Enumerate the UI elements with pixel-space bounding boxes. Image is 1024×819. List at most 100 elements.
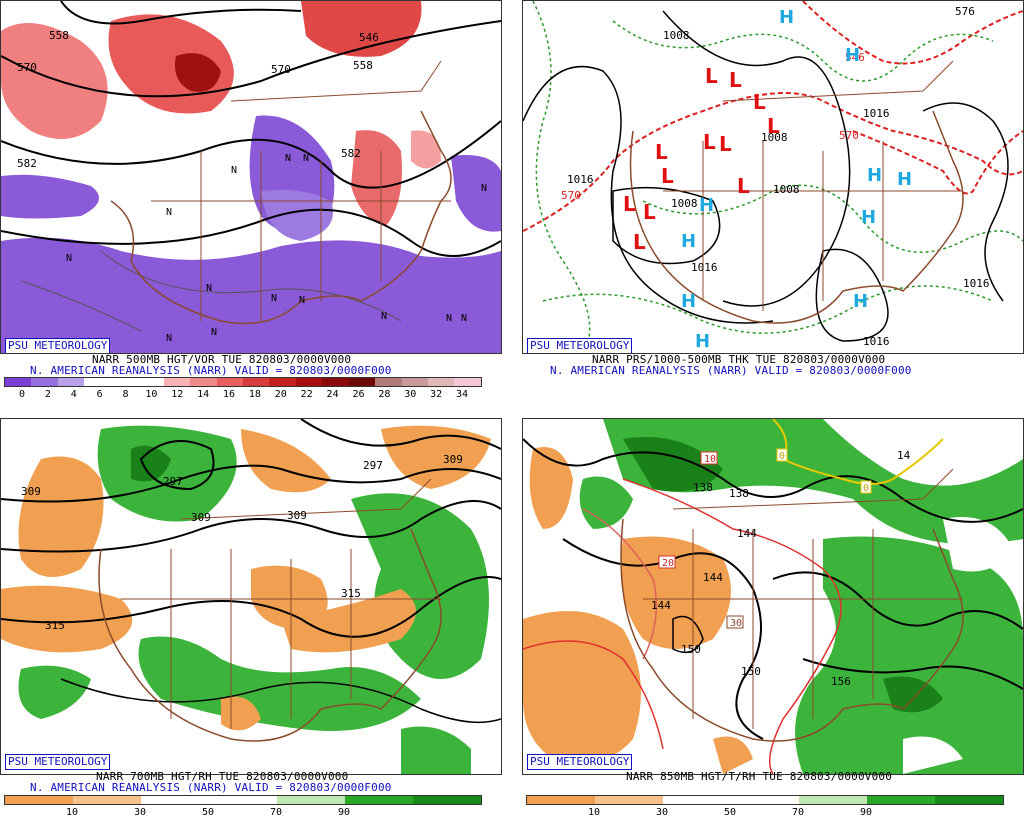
state-borders: [121, 549, 441, 729]
isobar-label: 1008: [761, 131, 788, 144]
height-contour: [562, 538, 764, 740]
map-700mb: 309 297 297 309 309 309 315 315: [1, 419, 501, 774]
colorbar-swatch: [935, 796, 1003, 804]
isobar-label: 1016: [691, 261, 718, 274]
coastline: [629, 110, 964, 324]
vort-negative-region: [1, 174, 99, 219]
isobar: [662, 10, 851, 307]
rh-gap: [903, 736, 963, 774]
low-symbol: L: [703, 130, 716, 154]
height-contour: [672, 615, 704, 654]
colorbar-tick-label: 70: [791, 807, 805, 818]
contour-label: 297: [363, 459, 383, 472]
contour-label: 558: [353, 59, 373, 72]
vort-min-symbol: N: [206, 283, 212, 294]
colorbar-swatch: [31, 378, 58, 386]
thickness-label: 546: [845, 51, 865, 64]
panel-pressure-thickness: 1008 1016 1008 1008 1008 1016 1016 1016 …: [522, 0, 1024, 402]
colorbar-swatch: [242, 378, 270, 386]
contour-label: 144: [651, 599, 671, 612]
vort-positive-region: [1, 23, 108, 139]
colorbar-tick-label: 22: [300, 389, 313, 400]
height-contour: [772, 571, 1023, 630]
colorbar-tick-label: 26: [352, 389, 365, 400]
temp-label-box: [776, 448, 788, 462]
thickness-contour-green: [532, 1, 591, 353]
rh-dry-region: [18, 456, 104, 577]
panel-700mb-hgt-rh: 309 297 297 309 309 309 315 315 PSU METE…: [0, 418, 502, 819]
contour-label: 582: [17, 157, 37, 170]
rh-dry-region: [241, 429, 331, 493]
contour-label: 315: [341, 587, 361, 600]
height-contour: [802, 658, 1023, 690]
colorbar-tick-label: 18: [248, 389, 261, 400]
colorbar-swatch: [209, 796, 277, 804]
temperature-contour: [582, 508, 658, 660]
contour-label: 582: [341, 147, 361, 160]
panel-valid-line: N. AMERICAN REANALYSIS (NARR) VALID = 82…: [30, 781, 392, 794]
colorbar-swatch: [375, 378, 402, 386]
colorbar-swatch: [163, 378, 191, 386]
rh-saturated-region: [131, 445, 171, 482]
low-symbol: L: [767, 114, 780, 138]
colorbar-swatch: [295, 378, 323, 386]
low-symbol: L: [643, 200, 656, 224]
panel-title-line: NARR PRS/1000-500MB THK TUE 820803/0000V…: [592, 353, 886, 366]
psu-meteorology-label: PSU METEOROLOGY: [5, 754, 111, 770]
vort-min-symbol: N: [211, 327, 217, 338]
temperature-contour: [622, 478, 842, 774]
thickness-contour-green: [542, 285, 994, 334]
colorbar-swatch: [190, 378, 217, 386]
colorbar-swatch: [428, 378, 455, 386]
colorbar-tick-label: 10: [65, 807, 79, 818]
low-symbol: L: [729, 68, 742, 92]
vort-min-symbol: N: [285, 153, 291, 164]
contour-label: 150: [681, 643, 701, 656]
rh-dry-region: [281, 589, 416, 653]
colorbar-tick-label: 50: [201, 807, 215, 818]
height-contour: [139, 440, 215, 491]
contour-label: 315: [45, 619, 65, 632]
vort-positive-region: [351, 130, 402, 226]
colorbar-swatch: [454, 378, 481, 386]
low-symbol: L: [623, 192, 636, 216]
contour-label: 309: [21, 485, 41, 498]
colorbar-tick-label: 34: [455, 389, 469, 400]
high-symbol: H: [695, 331, 710, 352]
height-contour: [1, 120, 501, 189]
contour-label: 14: [897, 449, 911, 462]
temp-label-box: [726, 615, 744, 629]
high-symbol: H: [867, 165, 882, 186]
contour-label: 144: [703, 571, 723, 584]
colorbar-swatch: [345, 796, 413, 804]
height-contour: [300, 419, 501, 450]
rh-moist-region: [795, 536, 1023, 774]
colorbar-swatch: [401, 378, 428, 386]
panel-850mb-hgt-t-rh: 10 138 138 14 144 144 144 150 150 156 20…: [522, 418, 1024, 819]
rh-moist-region: [351, 493, 489, 679]
state-borders: [151, 151, 451, 321]
colorbar-tick-label: 30: [404, 389, 417, 400]
map-frame: 558 570 582 546 558 570 582 N N N N N N …: [0, 0, 502, 354]
isobar-label: 1016: [863, 107, 890, 120]
rh-moist-region: [401, 726, 471, 774]
colorbar-tick-label: 30: [133, 807, 147, 818]
colorbar-swatch: [110, 378, 138, 386]
freezing-isotherm: [772, 419, 944, 485]
panel-valid-line: N. AMERICAN REANALYSIS (NARR) VALID = 82…: [30, 364, 392, 377]
colorbar-swatch: [527, 796, 595, 804]
colorbar-rh: [4, 795, 482, 805]
isobar: [922, 102, 1009, 302]
map-frame: 1008 1016 1008 1008 1008 1016 1016 1016 …: [522, 0, 1024, 354]
colorbar-rh: [526, 795, 1004, 805]
colorbar-tick-label: 32: [430, 389, 443, 400]
map-frame: 10 138 138 14 144 144 144 150 150 156 20…: [522, 418, 1024, 775]
isobar-label: 1008: [773, 183, 800, 196]
panel-500mb-hgt-vor: 558 570 582 546 558 570 582 N N N N N N …: [0, 0, 502, 402]
colorbar-tick-label: 24: [326, 389, 339, 400]
psu-meteorology-label: PSU METEOROLOGY: [527, 338, 633, 353]
panel-title-line: NARR 850MB HGT/T/RH TUE 820803/0000V000: [626, 770, 893, 783]
colorbar-tick-label: 70: [269, 807, 283, 818]
colorbar-swatch: [322, 378, 349, 386]
colorbar-swatch: [5, 378, 32, 386]
